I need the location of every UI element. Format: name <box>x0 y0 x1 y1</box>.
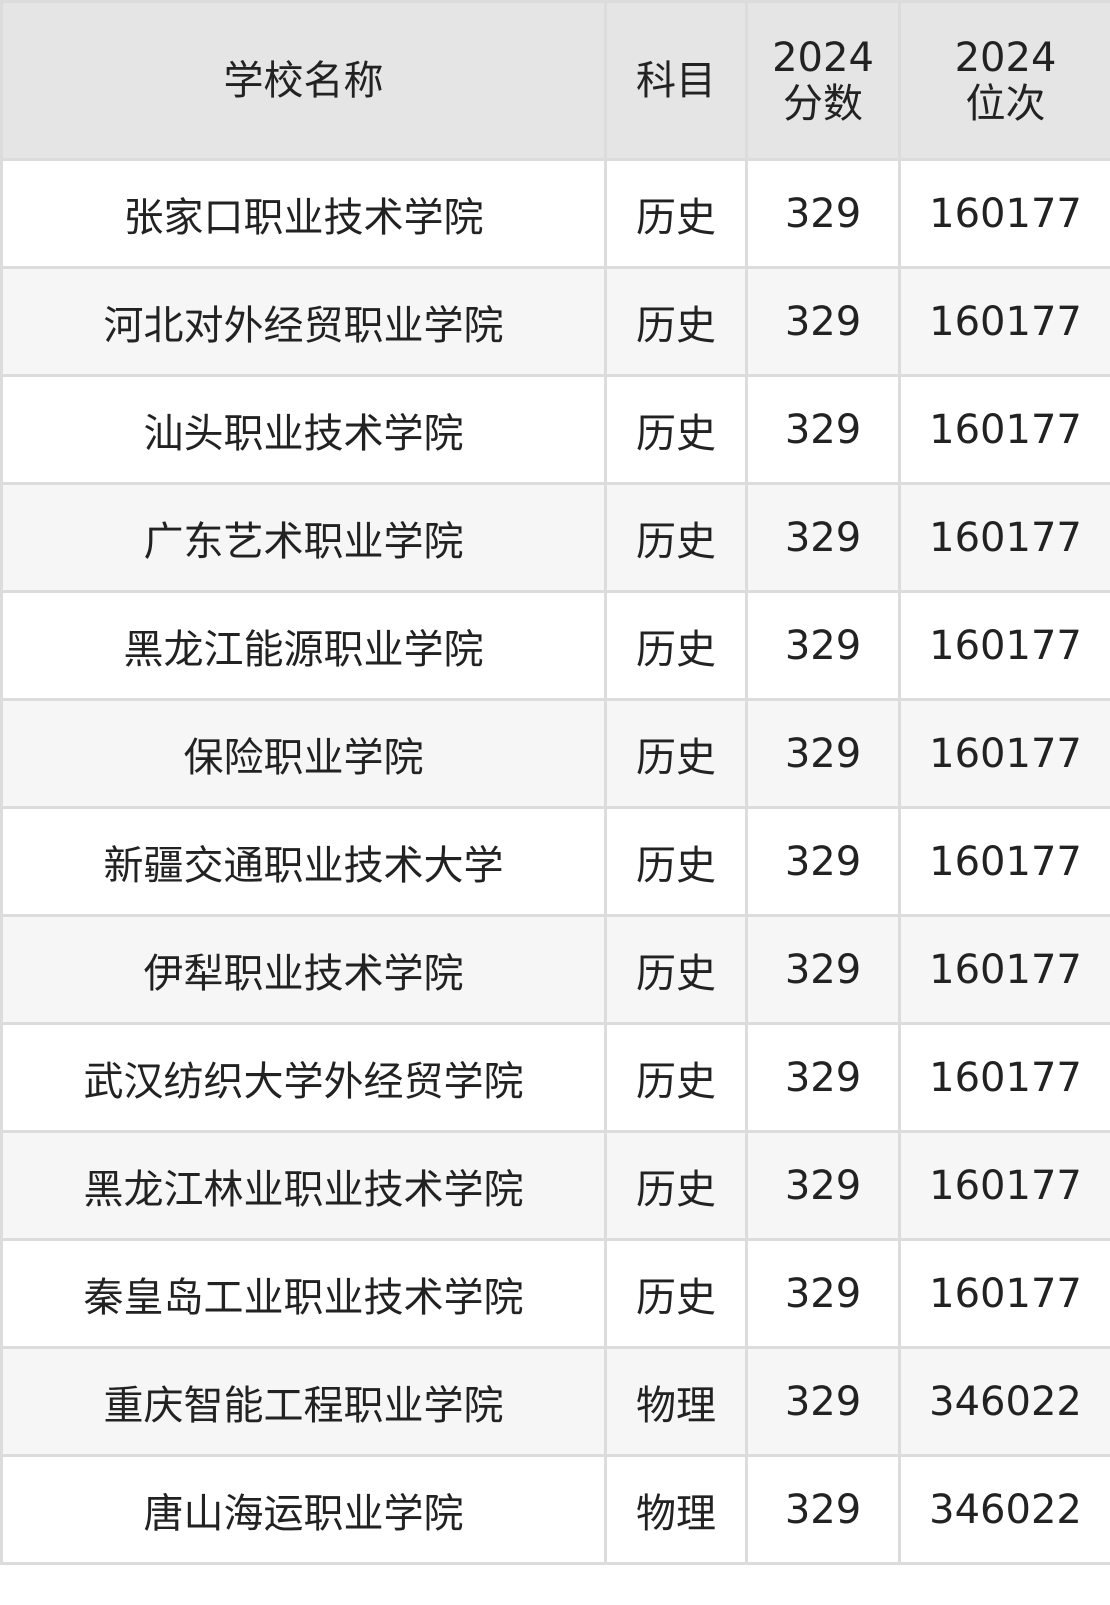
header-rank: 2024 位次 <box>898 0 1110 161</box>
cell-subject: 物理 <box>604 1346 748 1457</box>
table-row: 广东艺术职业学院 历史 329 160177 <box>0 482 1110 593</box>
cell-subject: 历史 <box>604 158 748 269</box>
cell-score: 329 <box>745 374 901 485</box>
table-row: 张家口职业技术学院 历史 329 160177 <box>0 158 1110 269</box>
cell-subject: 历史 <box>604 698 748 809</box>
cell-rank: 160177 <box>898 590 1110 701</box>
table-row: 新疆交通职业技术大学 历史 329 160177 <box>0 806 1110 917</box>
table-row: 河北对外经贸职业学院 历史 329 160177 <box>0 266 1110 377</box>
cell-school: 黑龙江林业职业技术学院 <box>0 1130 607 1241</box>
cell-subject: 历史 <box>604 266 748 377</box>
table-row: 唐山海运职业学院 物理 329 346022 <box>0 1454 1110 1565</box>
cell-score: 329 <box>745 590 901 701</box>
cell-school: 秦皇岛工业职业技术学院 <box>0 1238 607 1349</box>
header-subject: 科目 <box>604 0 748 161</box>
cell-school: 新疆交通职业技术大学 <box>0 806 607 917</box>
table-row: 秦皇岛工业职业技术学院 历史 329 160177 <box>0 1238 1110 1349</box>
cell-school: 伊犁职业技术学院 <box>0 914 607 1025</box>
header-row: 学校名称 科目 2024 分数 2024 位次 <box>0 0 1110 161</box>
table-row: 重庆智能工程职业学院 物理 329 346022 <box>0 1346 1110 1457</box>
cell-school: 黑龙江能源职业学院 <box>0 590 607 701</box>
cell-score: 329 <box>745 482 901 593</box>
cell-rank: 160177 <box>898 914 1110 1025</box>
cell-school: 武汉纺织大学外经贸学院 <box>0 1022 607 1133</box>
cell-score: 329 <box>745 1238 901 1349</box>
cell-rank: 160177 <box>898 1022 1110 1133</box>
cell-rank: 160177 <box>898 1130 1110 1241</box>
header-score-label: 分数 <box>783 80 863 127</box>
cell-subject: 历史 <box>604 914 748 1025</box>
cell-school: 张家口职业技术学院 <box>0 158 607 269</box>
cell-score: 329 <box>745 1346 901 1457</box>
cell-subject: 物理 <box>604 1454 748 1565</box>
cell-school: 广东艺术职业学院 <box>0 482 607 593</box>
header-school: 学校名称 <box>0 0 607 161</box>
cell-subject: 历史 <box>604 1022 748 1133</box>
cell-score: 329 <box>745 1454 901 1565</box>
table-row: 保险职业学院 历史 329 160177 <box>0 698 1110 809</box>
table-row: 汕头职业技术学院 历史 329 160177 <box>0 374 1110 485</box>
cell-subject: 历史 <box>604 806 748 917</box>
table-row: 黑龙江能源职业学院 历史 329 160177 <box>0 590 1110 701</box>
cell-rank: 160177 <box>898 266 1110 377</box>
cell-score: 329 <box>745 914 901 1025</box>
cell-school: 唐山海运职业学院 <box>0 1454 607 1565</box>
cell-rank: 346022 <box>898 1454 1110 1565</box>
header-rank-label: 位次 <box>965 80 1046 127</box>
header-rank-year: 2024 <box>954 34 1057 81</box>
cell-score: 329 <box>745 1022 901 1133</box>
cell-rank: 160177 <box>898 806 1110 917</box>
cell-score: 329 <box>745 158 901 269</box>
cell-school: 保险职业学院 <box>0 698 607 809</box>
cell-school: 重庆智能工程职业学院 <box>0 1346 607 1457</box>
cell-rank: 160177 <box>898 158 1110 269</box>
cell-subject: 历史 <box>604 374 748 485</box>
table-row: 伊犁职业技术学院 历史 329 160177 <box>0 914 1110 1025</box>
header-score: 2024 分数 <box>745 0 901 161</box>
table-row: 黑龙江林业职业技术学院 历史 329 160177 <box>0 1130 1110 1241</box>
cell-rank: 160177 <box>898 698 1110 809</box>
header-score-year: 2024 <box>772 34 874 81</box>
cell-school: 河北对外经贸职业学院 <box>0 266 607 377</box>
cell-score: 329 <box>745 266 901 377</box>
cell-rank: 346022 <box>898 1346 1110 1457</box>
score-table: 学校名称 科目 2024 分数 2024 位次 张家口职业技术学院 历史 329 1601… <box>0 0 1110 1565</box>
cell-rank: 160177 <box>898 374 1110 485</box>
cell-subject: 历史 <box>604 482 748 593</box>
cell-rank: 160177 <box>898 1238 1110 1349</box>
cell-subject: 历史 <box>604 1130 748 1241</box>
cell-subject: 历史 <box>604 1238 748 1349</box>
cell-subject: 历史 <box>604 590 748 701</box>
cell-rank: 160177 <box>898 482 1110 593</box>
table-row: 武汉纺织大学外经贸学院 历史 329 160177 <box>0 1022 1110 1133</box>
cell-score: 329 <box>745 1130 901 1241</box>
cell-school: 汕头职业技术学院 <box>0 374 607 485</box>
cell-score: 329 <box>745 698 901 809</box>
cell-score: 329 <box>745 806 901 917</box>
